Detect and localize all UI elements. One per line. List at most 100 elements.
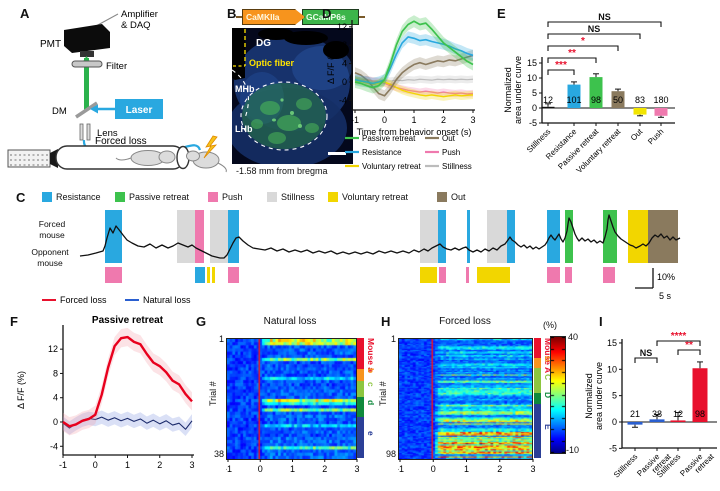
opponent-mouse-label: Opponent mouse: [31, 247, 69, 268]
sig-bracket: [634, 357, 658, 363]
x-tick-label: -1: [59, 460, 67, 470]
mouse-group-segment: [534, 358, 541, 368]
bregma-caption: -1.58 mm from bregma: [236, 166, 328, 176]
sig-label: *: [581, 36, 585, 47]
sig-bracket: [547, 21, 662, 27]
x-tick-label: 0: [431, 464, 436, 474]
category-label: Stillness: [612, 452, 639, 479]
x-tick-label: 2: [441, 115, 446, 125]
sig-bracket: [656, 340, 701, 346]
behavior-segment-resistance: [507, 210, 515, 263]
mouse-group-segment: [357, 396, 364, 418]
y-tick-label: 5: [612, 391, 617, 401]
colorbar-unit: (%): [543, 320, 557, 330]
behavior-segment-resistance: [467, 210, 470, 263]
y-scale-label: 10%: [657, 272, 675, 282]
bar: [611, 91, 625, 108]
bar: [692, 368, 708, 422]
panel-c-label: C: [16, 190, 26, 205]
behavior-segment-resistance: [105, 210, 122, 263]
x-tick-label: 0: [258, 464, 263, 474]
behavior-segment-passive_retreat: [603, 210, 617, 263]
lens-label: Lens: [97, 128, 118, 139]
legend-label: Passive retreat: [129, 192, 190, 202]
lhb-outline: [240, 81, 328, 151]
sig-bracket: [547, 45, 619, 51]
behavior-segment-push: [565, 267, 572, 283]
legend-label: Push: [442, 148, 460, 157]
n-label: 38: [652, 409, 662, 419]
sig-label: NS: [598, 12, 611, 22]
legend-label: Resistance: [362, 148, 402, 157]
n-label: 83: [635, 95, 645, 105]
sig-label: **: [568, 48, 576, 59]
sig-label: ****: [671, 331, 687, 342]
y-tick-label: 15: [527, 58, 537, 68]
panel-i-label: I: [599, 314, 603, 329]
panel-e-label: E: [497, 6, 506, 21]
y-tick-label: 5: [532, 88, 537, 98]
category-label: Push: [646, 127, 665, 146]
panel-g-title: Natural loss: [263, 316, 317, 327]
bar: [670, 420, 686, 422]
panel-a-schematic: Amplifier & DAQ PMT Filter DM Laser Lens…: [7, 9, 227, 173]
bar: [649, 419, 665, 422]
brain-slice-image: DG Optic fiber MHb LHb: [232, 28, 353, 164]
category-label: Passiveretreat: [678, 446, 716, 484]
y-tick-label: 4: [342, 59, 347, 69]
behavior-segment-stillness: [210, 210, 228, 263]
colorbar-min: -10: [566, 445, 580, 455]
ethogram: 10% 5 s Forced loss Natural loss: [42, 210, 681, 305]
legend-swatch-out: [437, 192, 447, 202]
laser-label: Laser: [126, 105, 153, 116]
amplifier-label: Amplifier: [121, 9, 158, 20]
behavior-segment-resistance: [195, 267, 205, 283]
x-tick-label: 2: [497, 464, 502, 474]
y-axis-label: Δ F/F (%): [16, 371, 26, 409]
sig-label: NS: [640, 348, 653, 358]
behavior-segment-push: [105, 267, 122, 283]
colorbar: [550, 336, 566, 454]
n-label: 12: [673, 409, 683, 419]
behavior-segment-stillness: [487, 210, 507, 263]
mouse-group-label: E: [543, 424, 553, 430]
y-tick-label: -4: [339, 95, 347, 105]
colorbar-max: 40: [568, 332, 579, 342]
n-label: 98: [591, 95, 601, 105]
x-tick-label: 3: [354, 464, 359, 474]
bar: [589, 77, 603, 108]
panel-d-label: D: [322, 6, 332, 21]
series-line: [354, 20, 474, 89]
mouse-group-segment: [357, 381, 364, 397]
behavior-segment-voluntary_retreat: [207, 267, 210, 283]
y-axis-label: area under curve: [594, 362, 604, 430]
legend-label: Voluntary retreat: [342, 192, 409, 202]
dichroic-mirror-icon: [75, 101, 98, 119]
legend-swatch-resistance: [42, 192, 52, 202]
series-band: [63, 410, 192, 436]
y-tick-label: 8: [53, 368, 58, 378]
chart-title: Passive retreat: [92, 315, 164, 326]
sig-label: ***: [555, 60, 567, 71]
mouse-group-segment: [357, 417, 364, 458]
emission-beam: [84, 58, 89, 110]
y-tick-label: -5: [529, 118, 537, 128]
panel-f-label: F: [10, 314, 18, 329]
sig-label: NS: [588, 24, 601, 34]
series-band: [63, 327, 192, 436]
behavior-segment-push: [547, 267, 560, 283]
panel-h-xaxis: -1 0 1 2 3: [398, 459, 535, 474]
panel-a-label: A: [20, 6, 30, 21]
pmt-label: PMT: [40, 39, 61, 50]
scale-bar: [328, 152, 346, 155]
legend-swatch-stillness: [267, 192, 277, 202]
behavior-segment-voluntary_retreat: [212, 267, 215, 283]
behavior-segment-passive_retreat: [565, 210, 573, 263]
bar: [567, 84, 581, 108]
behavior-segment-voluntary_retreat: [628, 210, 648, 263]
legend-swatch-voluntary_retreat: [328, 192, 338, 202]
forced-loss-heatmap: [398, 338, 533, 460]
